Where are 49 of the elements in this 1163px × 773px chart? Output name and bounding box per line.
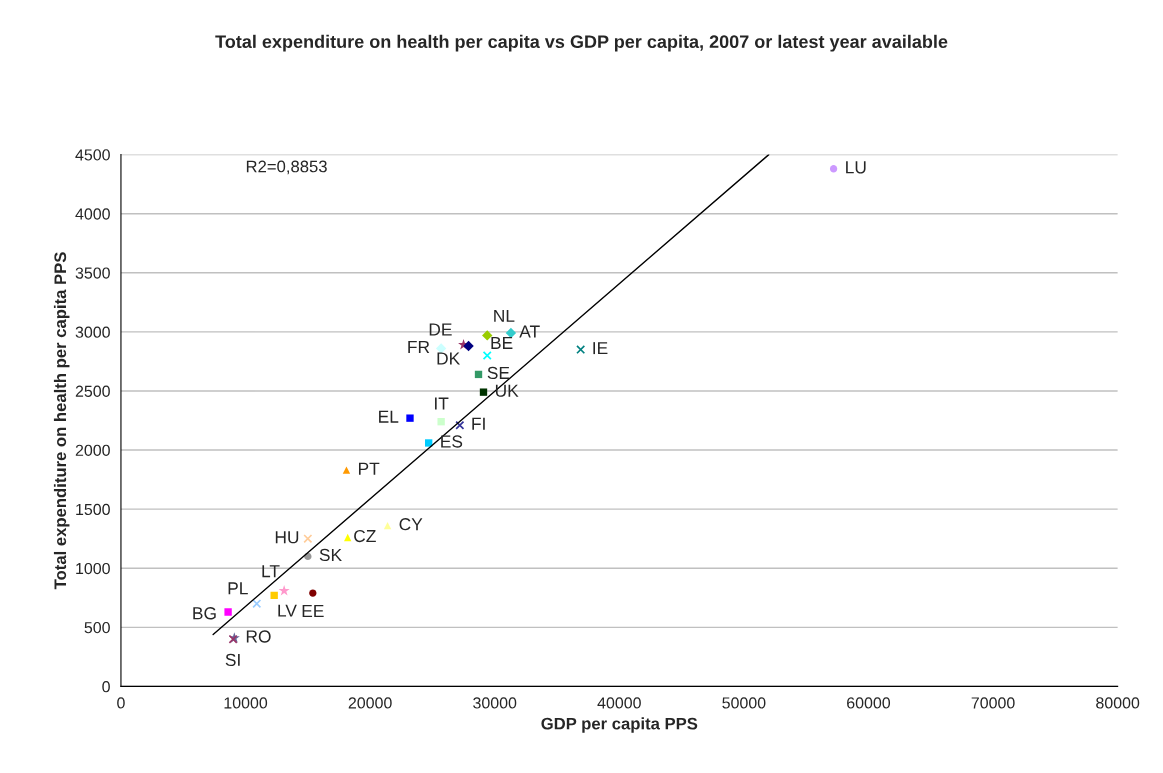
series-label: FR — [408, 340, 430, 353]
x-tick-label: 30000 — [473, 697, 517, 709]
y-tick-label: 1500 — [76, 503, 110, 516]
series-label: EL — [379, 410, 399, 423]
series-label: ES — [441, 435, 463, 448]
x-tick-label: 0 — [117, 697, 125, 709]
series-label: SE — [487, 366, 510, 380]
x-tick-label: 10000 — [224, 697, 268, 709]
x-axis-title: GDP per capita PPS — [541, 717, 698, 733]
series-label: HU — [275, 531, 299, 544]
series-label: RO — [246, 630, 271, 643]
series-label: EE — [302, 605, 324, 617]
series-label: PL — [228, 582, 248, 595]
series-label: SK — [319, 548, 342, 562]
series-label: FI — [472, 417, 485, 430]
chart-title: Total expenditure on health per capita vs GDP per capita, 2007 or latest year available — [215, 34, 948, 52]
series-label: CY — [399, 518, 423, 531]
x-tick-label: 20000 — [348, 697, 392, 709]
series-label: LT — [262, 565, 280, 578]
y-tick-label: 4500 — [75, 149, 110, 161]
series-label: CZ — [354, 529, 376, 543]
y-tick-label: 1000 — [76, 562, 110, 575]
series-label: NL — [494, 309, 515, 322]
y-tick-label: 3000 — [75, 326, 110, 338]
y-tick-label: 0 — [102, 681, 110, 693]
x-tick-label: 80000 — [1096, 697, 1140, 709]
x-tick-label: 50000 — [722, 697, 766, 709]
series-label: BE — [491, 336, 513, 349]
y-tick-label: 500 — [84, 621, 110, 634]
series-label: SI — [225, 653, 240, 667]
x-tick-label: 40000 — [597, 697, 641, 709]
x-tick-label: 60000 — [847, 697, 891, 709]
series-label: LU — [846, 161, 866, 174]
annotation: R2=0,8853 — [246, 160, 327, 175]
series-label: BG — [193, 607, 216, 620]
series-label: DK — [437, 352, 461, 365]
y-tick-label: 2500 — [75, 385, 110, 397]
series-label: LV — [278, 604, 297, 617]
series-label: UK — [495, 384, 519, 397]
x-tick-label: 70000 — [971, 697, 1015, 709]
series-label: IT — [435, 397, 449, 410]
y-axis-title: Total expenditure on health per capita PPS — [53, 252, 70, 590]
series-label: IE — [593, 342, 608, 355]
y-tick-label: 3500 — [75, 267, 110, 279]
series-label: PT — [358, 462, 380, 475]
series-label: AT — [519, 325, 540, 338]
y-tick-label: 4000 — [75, 208, 110, 220]
series-label: DE — [429, 323, 452, 336]
y-tick-label: 2000 — [75, 444, 110, 456]
